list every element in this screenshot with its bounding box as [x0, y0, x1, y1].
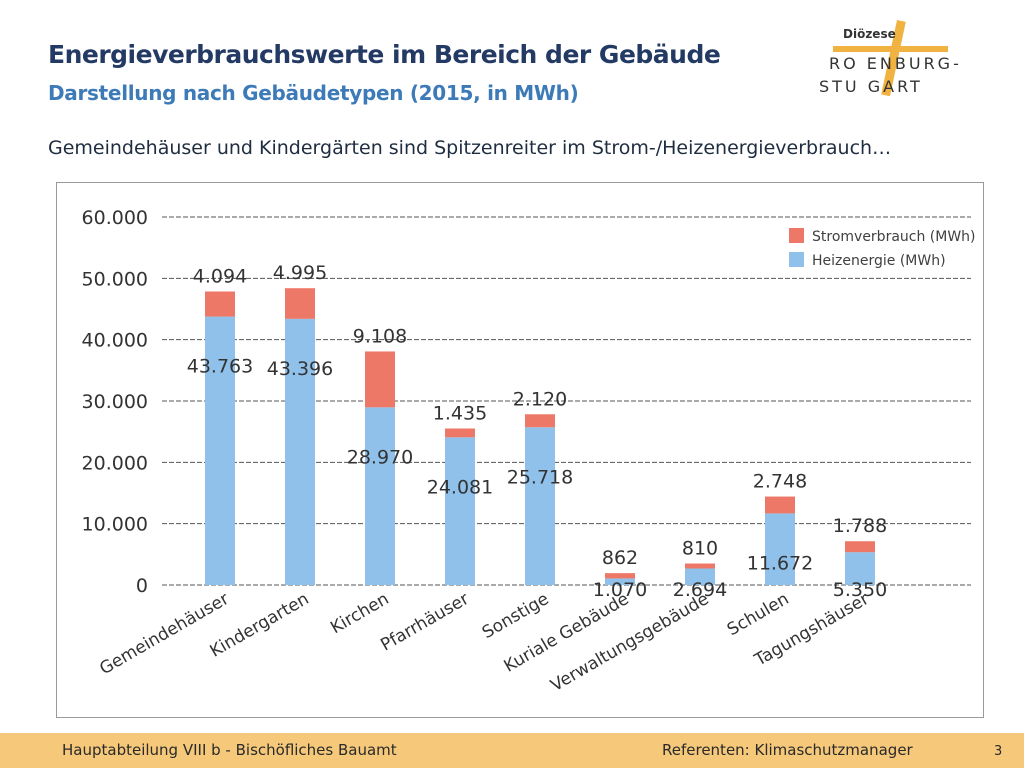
footer-speakers: Referenten: Klimaschutzmanager	[662, 741, 913, 759]
data-label-heat: 28.970	[347, 446, 413, 468]
data-label-power: 810	[682, 538, 718, 560]
data-label-heat: 11.672	[747, 552, 813, 574]
bar-power	[525, 414, 555, 428]
bar-heat	[285, 318, 315, 585]
y-tick-label: 40.000	[82, 330, 148, 352]
bar-heat	[365, 407, 395, 585]
bar-heat	[605, 578, 635, 585]
y-tick-label: 20.000	[82, 452, 148, 474]
bar-heat	[525, 427, 555, 585]
y-tick-label: 30.000	[82, 391, 148, 413]
data-label-power: 2.120	[513, 388, 567, 410]
bar-layer	[205, 288, 875, 585]
data-label-power: 4.995	[273, 262, 327, 284]
energy-chart: 0 10.000 20.000 30.000 40.000 50.000 60.000 4.0…	[56, 182, 984, 718]
logo-line-1: Diözese	[843, 27, 896, 41]
bar-power	[685, 563, 715, 569]
dioezese-logo: Diözese RO ENBURG- STU GART	[819, 19, 962, 97]
y-tick-label: 60.000	[82, 207, 148, 229]
chart-legend: Stromverbrauch (MWh) Heizenergie (MWh)	[789, 228, 976, 269]
logo-line-2: RO ENBURG-	[829, 54, 962, 73]
bar-power	[285, 288, 315, 319]
data-label-heat: 43.396	[267, 358, 333, 380]
logo-cross-horizontal	[833, 46, 948, 52]
data-label-power: 9.108	[353, 325, 407, 347]
footer-bar: Hauptabteilung VIII b - Bischöfliches Ba…	[0, 733, 1024, 768]
bar-heat	[685, 568, 715, 585]
bar-power	[365, 351, 395, 408]
data-label-power: 2.748	[753, 471, 807, 493]
slide-subheading: Gemeindehäuser und Kindergärten sind Spi…	[48, 137, 892, 159]
data-label-heat: 5.350	[833, 579, 887, 601]
bar-heat	[845, 552, 875, 585]
slide-title: Energieverbrauchswerte im Bereich der Ge…	[48, 40, 721, 69]
bar-power	[765, 496, 795, 514]
bar-heat	[205, 316, 235, 585]
data-label-heat: 24.081	[427, 476, 493, 498]
y-tick-label: 10.000	[82, 514, 148, 536]
bar-power	[845, 541, 875, 553]
logo-cross-vertical	[881, 19, 906, 97]
legend-swatch-heat	[789, 252, 804, 267]
data-label-power: 862	[602, 547, 638, 569]
legend-label-power: Stromverbrauch (MWh)	[812, 229, 976, 245]
bar-power	[205, 291, 235, 317]
bar-heat	[765, 513, 795, 585]
data-label-heat: 2.694	[673, 579, 727, 601]
legend-swatch-power	[789, 228, 804, 243]
y-tick-label: 50.000	[82, 268, 148, 290]
data-label-heat: 43.763	[187, 356, 253, 378]
data-label-heat: 1.070	[593, 579, 647, 601]
bar-heat	[445, 437, 475, 585]
data-label-power: 4.094	[193, 265, 247, 287]
footer-department: Hauptabteilung VIII b - Bischöfliches Ba…	[62, 741, 397, 759]
y-tick-label: 0	[136, 575, 148, 597]
data-label-power: 1.435	[433, 403, 487, 425]
page-number: 3	[994, 744, 1003, 759]
bar-power	[605, 573, 635, 579]
data-label-power: 1.788	[833, 515, 887, 537]
legend-label-heat: Heizenergie (MWh)	[812, 253, 946, 269]
bar-power	[445, 428, 475, 438]
data-label-heat: 25.718	[507, 466, 573, 488]
logo-line-3: STU GART	[819, 77, 923, 96]
slide-subtitle: Darstellung nach Gebäudetypen (2015, in …	[48, 81, 579, 105]
